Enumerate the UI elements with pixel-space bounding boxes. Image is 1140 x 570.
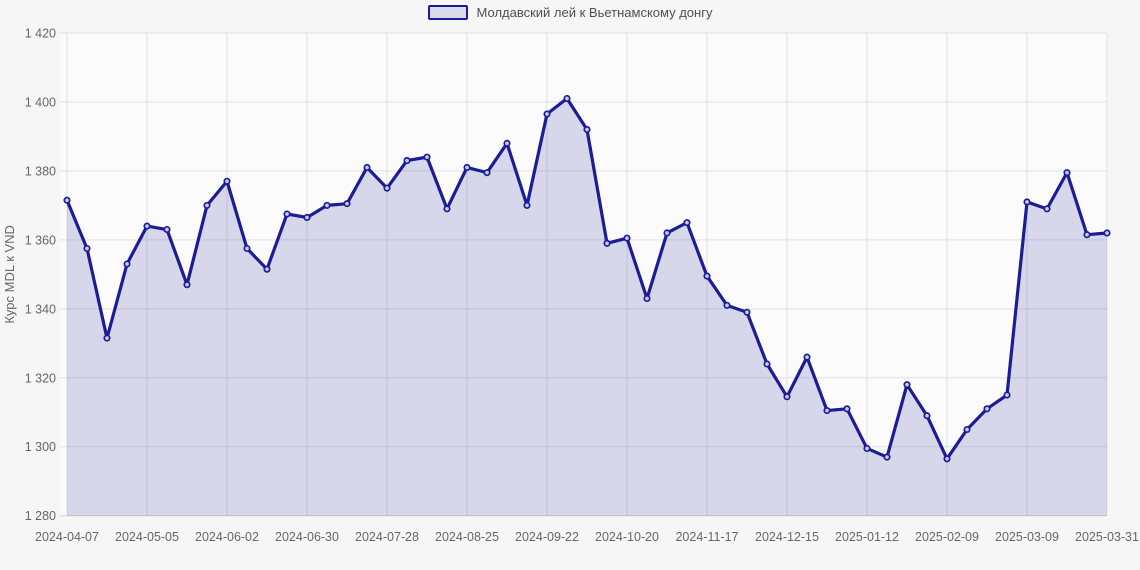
y-axis-tick-label: 1 360 bbox=[25, 233, 56, 247]
data-point-marker[interactable] bbox=[323, 201, 331, 209]
data-point-marker[interactable] bbox=[923, 412, 931, 420]
data-point-marker[interactable] bbox=[1043, 205, 1051, 213]
data-point-marker[interactable] bbox=[503, 139, 511, 147]
y-axis-tick-label: 1 320 bbox=[25, 371, 56, 385]
data-point-marker[interactable] bbox=[803, 353, 811, 361]
data-point-marker[interactable] bbox=[383, 184, 391, 192]
data-point-marker[interactable] bbox=[983, 405, 991, 413]
data-point-marker[interactable] bbox=[363, 163, 371, 172]
data-point-marker[interactable] bbox=[603, 239, 611, 247]
legend-series-label: Молдавский лей к Вьетнамскому донгу bbox=[476, 5, 713, 20]
data-point-marker[interactable] bbox=[243, 244, 251, 253]
data-point-marker[interactable] bbox=[123, 260, 131, 268]
x-axis-tick-label: 2024-06-02 bbox=[195, 530, 259, 544]
data-point-marker[interactable] bbox=[163, 225, 171, 234]
data-point-marker[interactable] bbox=[623, 234, 631, 242]
data-point-marker[interactable] bbox=[523, 201, 531, 209]
data-point-marker[interactable] bbox=[143, 222, 151, 230]
plot-area bbox=[60, 33, 1107, 516]
data-point-marker[interactable] bbox=[843, 405, 851, 413]
x-axis-tick-label: 2024-07-28 bbox=[355, 530, 419, 544]
x-axis-tick-label: 2025-02-09 bbox=[915, 530, 979, 544]
data-point-marker[interactable] bbox=[63, 196, 71, 204]
data-point-marker[interactable] bbox=[343, 200, 351, 208]
data-point-marker[interactable] bbox=[563, 94, 571, 103]
data-point-marker[interactable] bbox=[903, 381, 911, 389]
data-point-marker[interactable] bbox=[263, 265, 271, 273]
data-point-marker[interactable] bbox=[743, 308, 751, 316]
y-axis-tick-label: 1 420 bbox=[25, 27, 56, 41]
data-point-marker[interactable] bbox=[1103, 229, 1111, 237]
y-axis-tick-label: 1 380 bbox=[25, 164, 56, 178]
y-axis-tick-label: 1 400 bbox=[25, 95, 56, 109]
data-point-marker[interactable] bbox=[763, 360, 771, 368]
data-point-marker[interactable] bbox=[783, 393, 791, 401]
data-point-marker[interactable] bbox=[203, 201, 211, 209]
x-axis-tick-label: 2024-10-20 bbox=[595, 530, 659, 544]
x-axis-tick-label: 2025-03-09 bbox=[995, 530, 1059, 544]
y-axis-tick-label: 1 340 bbox=[25, 302, 56, 316]
data-point-marker[interactable] bbox=[403, 157, 411, 165]
x-axis-tick-label: 2024-11-17 bbox=[675, 530, 738, 544]
data-point-marker[interactable] bbox=[643, 294, 651, 303]
data-point-marker[interactable] bbox=[103, 334, 111, 342]
data-point-marker[interactable] bbox=[283, 210, 291, 218]
data-point-marker[interactable] bbox=[703, 272, 711, 280]
data-point-marker[interactable] bbox=[1003, 391, 1011, 399]
data-point-marker[interactable] bbox=[1083, 231, 1091, 239]
x-axis-tick-label: 2024-09-22 bbox=[515, 530, 579, 544]
data-point-marker[interactable] bbox=[883, 453, 891, 461]
x-axis-tick-label: 2024-05-05 bbox=[115, 530, 179, 544]
legend-swatch bbox=[427, 5, 468, 20]
legend[interactable]: Молдавский лей к Вьетнамскому донгу bbox=[0, 5, 1140, 20]
data-point-marker[interactable] bbox=[943, 455, 951, 463]
y-axis-tick-label: 1 300 bbox=[25, 440, 56, 454]
data-point-marker[interactable] bbox=[683, 219, 691, 227]
data-point-marker[interactable] bbox=[543, 110, 551, 118]
data-point-marker[interactable] bbox=[963, 425, 971, 434]
data-point-marker[interactable] bbox=[1023, 198, 1031, 206]
data-point-marker[interactable] bbox=[223, 177, 231, 185]
x-axis-tick-label: 2025-01-12 bbox=[835, 530, 899, 544]
x-axis-tick-label: 2024-06-30 bbox=[275, 530, 339, 544]
data-point-marker[interactable] bbox=[443, 205, 451, 213]
data-point-marker[interactable] bbox=[723, 301, 731, 309]
data-point-marker[interactable] bbox=[83, 244, 91, 253]
x-axis-tick-label: 2024-08-25 bbox=[435, 530, 499, 544]
data-point-marker[interactable] bbox=[463, 163, 471, 172]
x-axis-tick-label: 2024-12-15 bbox=[755, 530, 819, 544]
data-point-marker[interactable] bbox=[183, 281, 191, 289]
data-point-marker[interactable] bbox=[423, 153, 431, 161]
data-point-marker[interactable] bbox=[583, 125, 591, 134]
x-axis-tick-label: 2025-03-31 bbox=[1075, 530, 1139, 544]
data-point-marker[interactable] bbox=[823, 406, 831, 415]
data-point-marker[interactable] bbox=[483, 169, 491, 177]
data-point-marker[interactable] bbox=[303, 213, 311, 222]
data-point-marker[interactable] bbox=[663, 229, 671, 237]
x-axis-tick-label: 2024-04-07 bbox=[35, 530, 99, 544]
data-point-marker[interactable] bbox=[863, 444, 871, 453]
y-axis-title: Курс MDL к VND bbox=[2, 225, 17, 324]
data-point-marker[interactable] bbox=[1063, 169, 1071, 177]
y-axis-tick-label: 1 280 bbox=[25, 509, 56, 523]
